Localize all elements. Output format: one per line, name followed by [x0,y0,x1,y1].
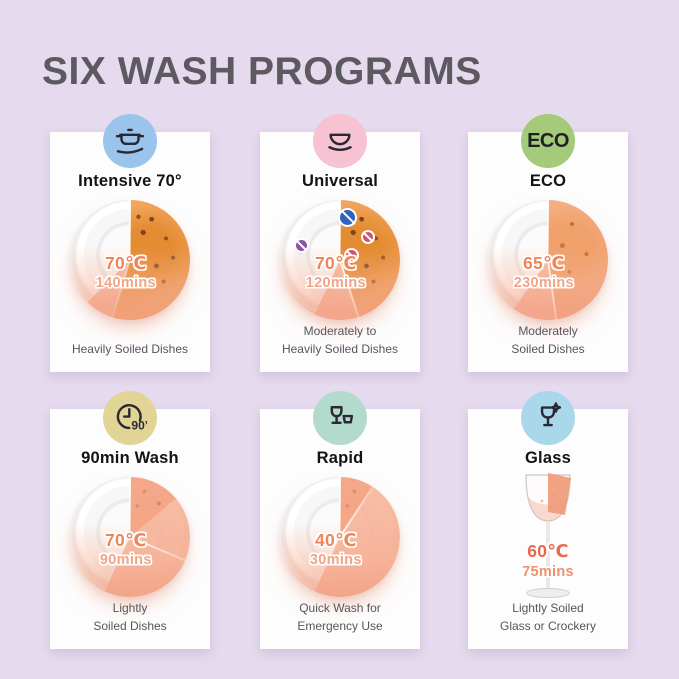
temperature-value: 60℃ [527,541,569,561]
program-badge: ECO [521,114,575,168]
wash-readout: 70℃ 140mins [70,252,182,294]
program-card-universal: Universal 70℃ 120mins Moderately to Heav… [260,114,420,372]
program-badge [313,391,367,445]
germ-icon [362,232,373,243]
wash-readout: 40℃ 30mins [280,529,392,571]
slice-edge [129,200,131,262]
plate-illustration: 70℃ 140mins [70,200,190,320]
temperature-value: 70℃ [315,252,357,273]
program-card-90min: 90’ 90min Wash 70℃ 90mins Lightly Soiled… [50,391,210,649]
plate-illustration: 70℃ 120mins [280,200,400,320]
eco-label: ECO [527,129,569,152]
program-badge [313,114,367,168]
temperature-value: 40℃ [315,529,357,550]
program-badge: 90’ [103,391,157,445]
wine-glass-sparkle-icon [540,402,562,427]
wine-glass-cup-icon [330,406,354,425]
wash-readout: 60℃ 75mins [498,540,598,582]
program-title: Glass [525,449,571,467]
program-title: Intensive 70° [78,172,182,190]
program-title: ECO [529,172,567,190]
duration-value: 140mins [95,275,156,292]
glass-illustration: 60℃ 75mins [498,471,598,621]
page-title: SIX WASH PROGRAMS [42,50,482,93]
program-description: Heavily Soiled Dishes [71,341,189,356]
germ-icon [346,250,357,262]
plate-illustration: 40℃ 30mins [280,477,400,597]
duration-value: 90mins [99,552,152,569]
duration-value: 120mins [305,275,366,292]
wash-readout: 70℃ 90mins [70,529,182,571]
temperature-value: 70℃ [105,529,147,550]
pot-icon [115,128,145,154]
plate-illustration: 65℃ 230mins [488,200,608,322]
wine-glass-picture [525,473,571,599]
plate-illustration: 70℃ 90mins [70,477,190,597]
slice-edge [129,477,131,539]
program-card-glass: Glass 60℃ 75mins Lightly Soiled Glass or… [468,391,628,649]
program-description: Lightly Soiled Glass or Crockery [499,601,597,633]
bowl-icon [328,133,352,151]
program-card-intensive: Intensive 70° 70℃ 140mins Heavily Soiled… [50,114,210,372]
program-title: Rapid [316,449,364,467]
svg-text:90’: 90’ [131,418,147,432]
program-title: 90min Wash [81,449,179,467]
temperature-value: 70℃ [105,252,147,273]
program-card-eco: ECO ECO 65℃ 230mins Moderately Soiled Di… [468,114,628,372]
program-badge [103,114,157,168]
slice-edge [547,200,549,262]
program-card-rapid: Rapid 40℃ 30mins Quick Wash for Emergenc… [260,391,420,649]
clock-icon: 90’ [116,404,147,432]
program-badge [521,391,575,445]
duration-value: 230mins [513,275,574,292]
slice-edge [339,477,341,539]
duration-value: 75mins [522,563,574,580]
germ-icon [295,239,307,251]
temperature-value: 65℃ [523,252,565,273]
duration-value: 30mins [309,552,362,569]
slice-edge [339,200,341,262]
wash-readout: 70℃ 120mins [280,252,392,294]
program-description: Lightly Soiled Dishes [93,601,167,633]
germ-icon [340,209,355,225]
wash-readout: 65℃ 230mins [488,252,600,294]
program-title: Universal [301,172,379,190]
program-description: Quick Wash for Emergency Use [297,601,383,633]
program-description: Moderately to Heavily Soiled Dishes [281,324,399,356]
program-description: Moderately Soiled Dishes [511,324,585,356]
